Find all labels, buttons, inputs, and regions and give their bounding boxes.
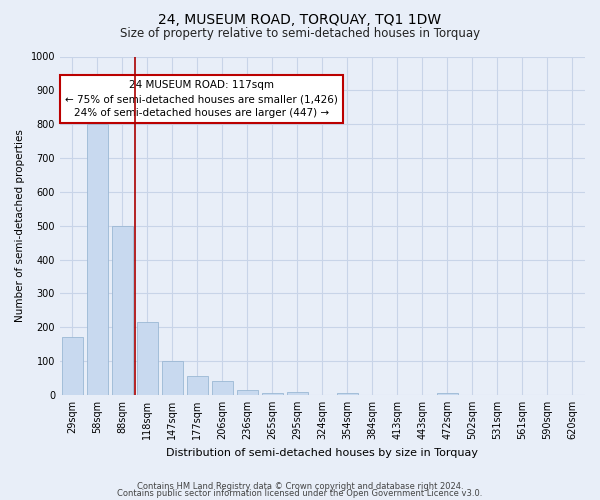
Bar — [62, 338, 83, 395]
Bar — [262, 393, 283, 395]
Text: Contains public sector information licensed under the Open Government Licence v3: Contains public sector information licen… — [118, 488, 482, 498]
Bar — [437, 392, 458, 395]
Text: Contains HM Land Registry data © Crown copyright and database right 2024.: Contains HM Land Registry data © Crown c… — [137, 482, 463, 491]
Bar — [87, 124, 108, 395]
Bar — [187, 376, 208, 395]
Bar — [112, 226, 133, 395]
Bar — [137, 322, 158, 395]
Text: 24, MUSEUM ROAD, TORQUAY, TQ1 1DW: 24, MUSEUM ROAD, TORQUAY, TQ1 1DW — [158, 12, 442, 26]
X-axis label: Distribution of semi-detached houses by size in Torquay: Distribution of semi-detached houses by … — [166, 448, 478, 458]
Bar — [337, 393, 358, 395]
Y-axis label: Number of semi-detached properties: Number of semi-detached properties — [15, 130, 25, 322]
Bar — [212, 382, 233, 395]
Text: 24 MUSEUM ROAD: 117sqm
← 75% of semi-detached houses are smaller (1,426)
24% of : 24 MUSEUM ROAD: 117sqm ← 75% of semi-det… — [65, 80, 338, 118]
Bar — [287, 392, 308, 395]
Bar — [237, 390, 258, 395]
Text: Size of property relative to semi-detached houses in Torquay: Size of property relative to semi-detach… — [120, 28, 480, 40]
Bar — [162, 361, 183, 395]
